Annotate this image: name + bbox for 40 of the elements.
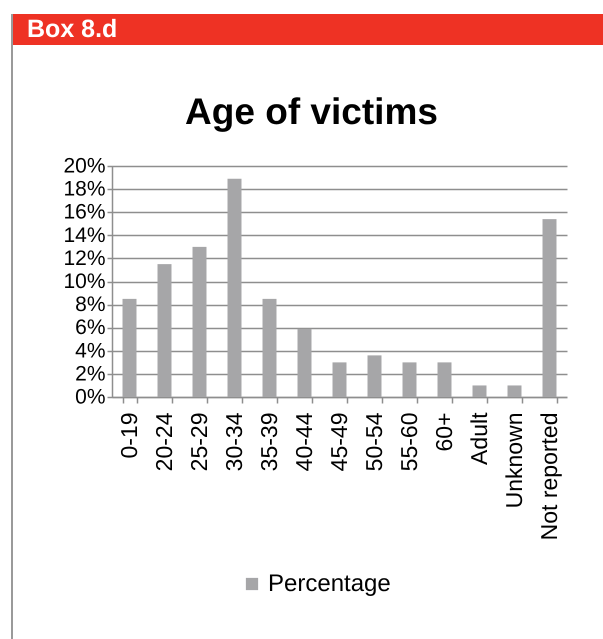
y-tick-label: 6% xyxy=(75,316,106,340)
text: Box 8.d xyxy=(27,15,118,44)
bar xyxy=(332,362,346,397)
y-tick-label: 10% xyxy=(63,270,106,293)
x-tick-label: Unknown xyxy=(501,412,527,508)
bar xyxy=(402,362,416,397)
bar xyxy=(298,328,312,397)
bar xyxy=(542,219,556,397)
bar xyxy=(472,385,486,397)
y-tick-label: 8% xyxy=(75,293,106,316)
x-tick-label: 55-60 xyxy=(396,412,422,472)
bar xyxy=(368,355,382,397)
y-tick-label: 20% xyxy=(63,154,106,178)
y-tick-label: 14% xyxy=(63,224,106,247)
x-tick-label: Adult xyxy=(466,412,492,465)
x-tick-label: 25-29 xyxy=(186,412,212,472)
x-tick-label: 40-44 xyxy=(291,412,317,472)
bar xyxy=(122,298,136,397)
x-tick-label: 50-54 xyxy=(361,412,387,472)
x-tick-label: 20-24 xyxy=(151,412,177,472)
bar xyxy=(158,264,172,397)
bar xyxy=(508,385,522,397)
y-tick-label: 2% xyxy=(75,362,106,386)
y-tick-label: 16% xyxy=(63,200,106,224)
x-tick-label: 45-49 xyxy=(326,412,352,472)
bar xyxy=(228,178,242,397)
chart-title: Age of victims xyxy=(185,91,438,132)
y-tick-label: 0% xyxy=(75,386,106,408)
x-tick-label: 60+ xyxy=(431,412,457,452)
legend-label: Percentage xyxy=(268,570,391,597)
x-tick-label: 35-39 xyxy=(256,412,282,472)
y-tick-label: 18% xyxy=(63,178,106,201)
bar xyxy=(438,362,452,397)
y-tick-label: 4% xyxy=(75,339,106,362)
x-tick-label: Not reported xyxy=(536,412,562,540)
x-tick-label: 30-34 xyxy=(221,412,247,472)
bar xyxy=(192,246,206,397)
bar xyxy=(262,298,276,397)
x-tick-label: 0-19 xyxy=(116,412,142,459)
y-tick-label: 12% xyxy=(63,246,106,270)
